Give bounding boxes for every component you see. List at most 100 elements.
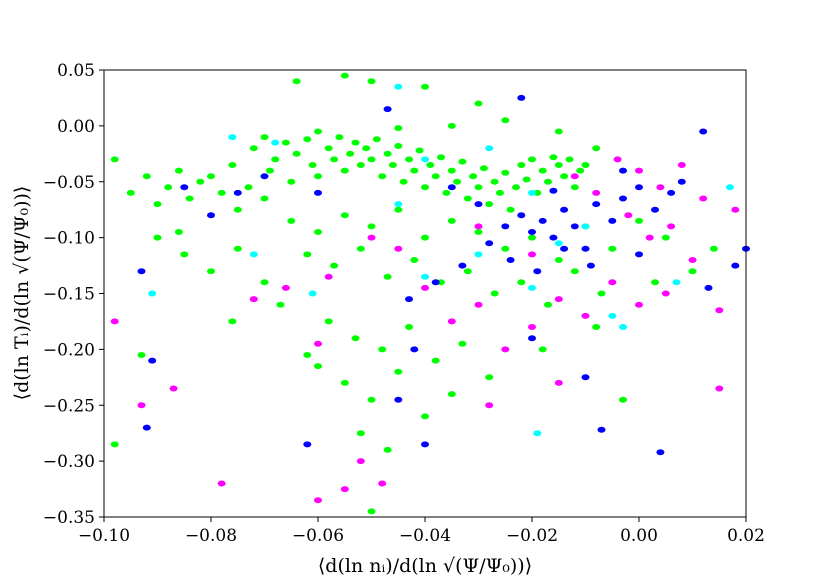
data-point <box>656 184 665 191</box>
data-point <box>340 72 349 79</box>
data-point <box>346 150 355 157</box>
data-point <box>410 167 419 174</box>
data-point <box>619 167 627 174</box>
data-point <box>570 184 579 191</box>
data-point <box>581 374 590 381</box>
data-point <box>512 184 520 191</box>
data-point <box>110 318 119 325</box>
data-point <box>619 195 627 202</box>
data-point <box>474 184 483 191</box>
data-point <box>469 173 478 180</box>
data-point <box>592 201 601 208</box>
data-point <box>196 178 205 185</box>
data-point <box>367 234 376 241</box>
data-point <box>715 307 724 314</box>
data-point <box>314 497 322 504</box>
data-point <box>394 396 403 403</box>
data-point <box>447 167 456 174</box>
data-point <box>314 363 322 370</box>
y-tick-label: 0.00 <box>57 117 95 137</box>
data-point <box>485 145 494 152</box>
data-point <box>463 195 472 202</box>
data-point <box>656 449 665 456</box>
x-tick-label: −0.06 <box>292 526 344 546</box>
data-point <box>560 173 569 180</box>
data-point <box>485 402 494 409</box>
data-point <box>228 134 237 141</box>
data-point <box>549 154 558 161</box>
y-tick-label: −0.35 <box>43 508 95 528</box>
data-point <box>153 234 162 241</box>
data-point <box>367 156 376 163</box>
data-point <box>378 480 387 487</box>
data-point <box>528 284 536 291</box>
data-point <box>533 268 542 275</box>
series-2 <box>110 156 740 504</box>
data-point <box>645 234 654 241</box>
data-point <box>303 352 312 358</box>
data-point <box>597 290 606 297</box>
data-point <box>517 94 526 101</box>
data-point <box>394 245 403 252</box>
data-point <box>506 257 515 263</box>
data-point <box>169 385 178 392</box>
data-point <box>351 335 360 342</box>
data-point <box>421 83 429 90</box>
data-point <box>367 396 376 403</box>
data-point <box>554 379 563 386</box>
data-point <box>330 156 339 163</box>
data-point <box>554 257 563 263</box>
data-point <box>394 83 403 90</box>
data-point <box>405 324 413 330</box>
data-point <box>474 251 483 258</box>
data-point <box>207 268 215 275</box>
data-point <box>554 240 563 247</box>
data-point <box>570 223 579 230</box>
data-point <box>303 136 312 143</box>
series-1 <box>137 94 750 456</box>
data-point <box>560 245 569 252</box>
data-point <box>281 284 290 291</box>
data-point <box>635 301 643 308</box>
data-point <box>308 290 317 297</box>
data-point <box>576 167 585 174</box>
data-point <box>538 217 547 224</box>
y-tick-label: −0.05 <box>43 173 95 193</box>
y-axis-ticks: 0.05 0.00 −0.05 −0.10 −0.15 −0.20 −0.25 −0.30 −0… <box>43 61 104 528</box>
data-point <box>490 178 499 185</box>
data-point <box>421 441 429 448</box>
y-tick-label: −0.20 <box>43 340 95 360</box>
data-point <box>180 184 189 191</box>
data-point <box>314 173 322 180</box>
data-point <box>356 430 365 437</box>
data-point <box>249 145 258 152</box>
data-point <box>324 145 333 152</box>
data-point <box>570 173 579 180</box>
data-point <box>528 189 536 196</box>
data-point <box>544 301 552 308</box>
data-point <box>340 212 349 219</box>
y-tick-label: 0.05 <box>57 61 95 81</box>
data-point <box>421 156 429 163</box>
data-point <box>651 206 659 213</box>
data-point <box>474 223 483 230</box>
data-point <box>725 184 734 191</box>
data-point <box>699 128 708 135</box>
data-point <box>110 441 119 448</box>
data-point <box>244 184 253 191</box>
data-point <box>394 206 403 213</box>
data-point <box>570 268 579 275</box>
data-point <box>308 162 317 168</box>
data-point <box>388 162 397 168</box>
data-point <box>474 201 483 208</box>
data-point <box>287 178 296 185</box>
data-point <box>421 184 429 191</box>
data-point <box>709 245 718 252</box>
data-point <box>431 173 440 180</box>
data-point <box>292 78 301 85</box>
data-point <box>554 162 563 168</box>
data-point <box>463 268 472 275</box>
data-point <box>447 391 456 398</box>
data-point <box>276 301 285 308</box>
data-point <box>324 318 333 325</box>
